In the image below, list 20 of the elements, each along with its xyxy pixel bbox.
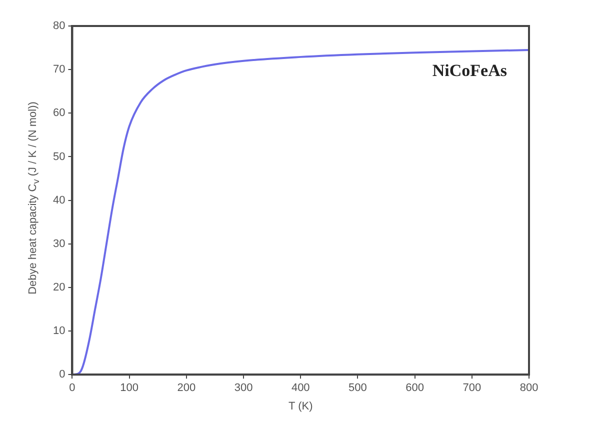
x-tick-label: 300	[234, 382, 253, 394]
x-tick-label: 100	[120, 382, 139, 394]
y-tick-label: 20	[52, 281, 66, 294]
x-tick-label: 200	[177, 382, 196, 394]
annotation: NiCoFeAs	[432, 61, 508, 80]
y-tick-label: 80	[52, 20, 66, 32]
x-tick-label: 700	[462, 382, 482, 394]
y-tick-label: 60	[52, 107, 66, 120]
x-tick-label: 600	[406, 382, 424, 394]
x-tick-label: 0	[69, 382, 76, 394]
x-tick-label: 500	[348, 382, 367, 394]
x-axis-title: T (K)	[288, 400, 313, 412]
y-tick-label: 70	[52, 64, 66, 76]
y-tick-label: 0	[59, 368, 66, 381]
y-tick-label: 50	[52, 150, 66, 163]
x-tick-label: 800	[520, 382, 538, 394]
y-tick-label: 40	[52, 194, 66, 206]
y-tick-label: 10	[52, 325, 66, 338]
x-tick-label: 400	[291, 382, 310, 394]
y-tick-label: 30	[52, 238, 66, 250]
